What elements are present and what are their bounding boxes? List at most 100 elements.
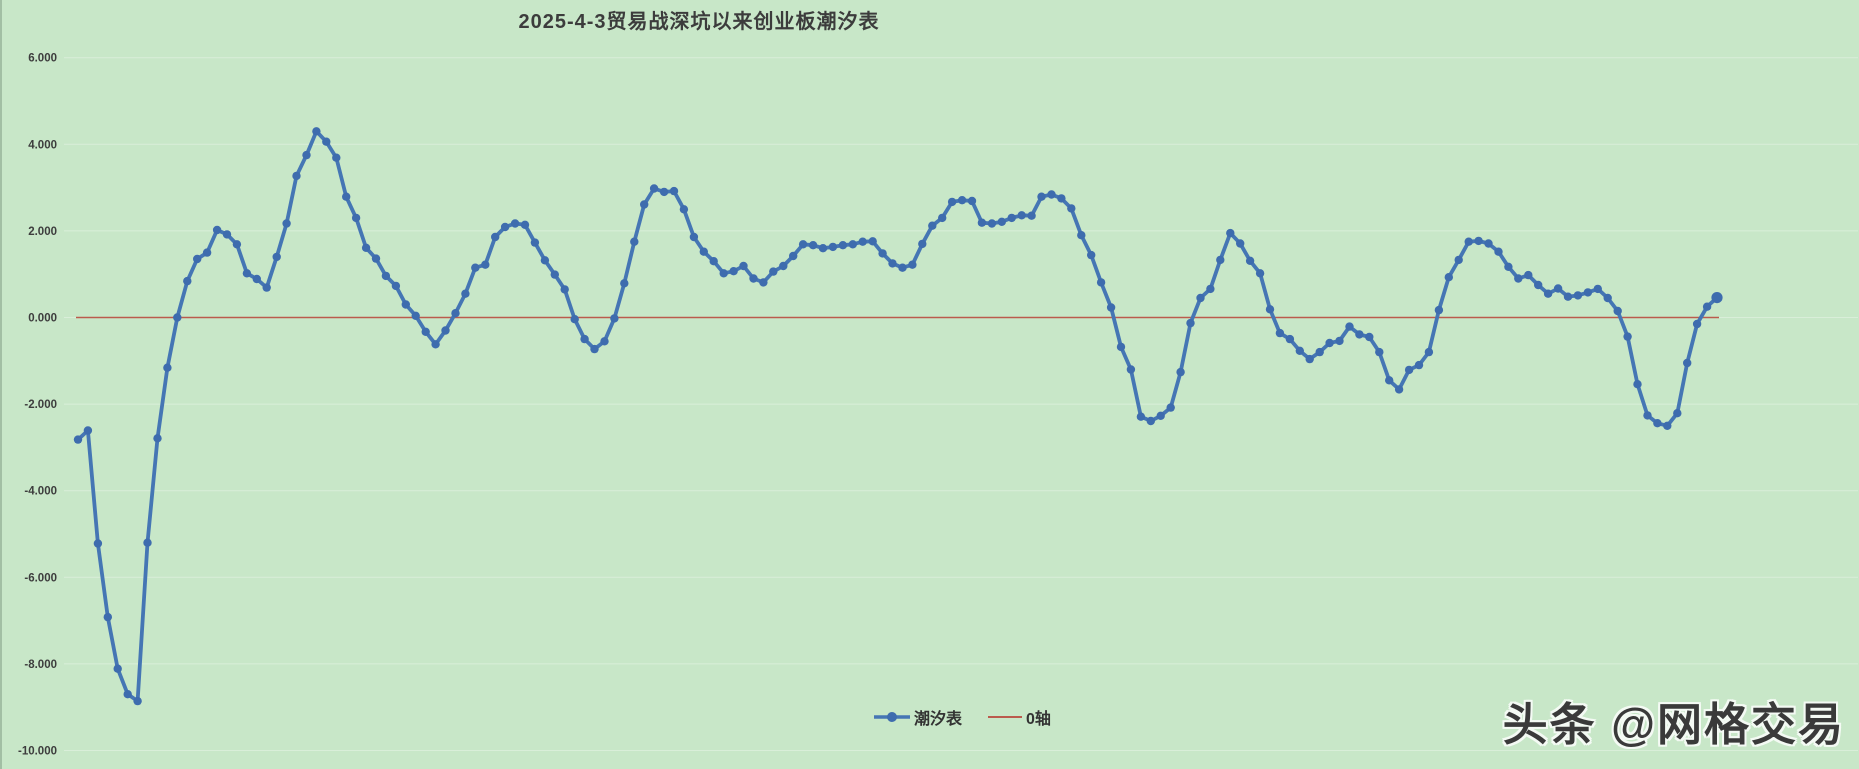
tide-marker xyxy=(222,230,232,239)
tide-marker xyxy=(669,186,679,196)
y-axis-tick-label: 4.000 xyxy=(28,139,57,151)
tide-marker xyxy=(520,220,530,229)
tide-marker xyxy=(828,242,838,252)
y-axis-tick-label: -2.000 xyxy=(24,399,57,411)
tide-marker xyxy=(967,196,977,206)
tide-marker xyxy=(1692,319,1702,329)
tide-marker xyxy=(371,254,381,263)
zero-axis-swatch-icon xyxy=(988,716,1023,718)
tide-marker xyxy=(888,259,897,268)
y-axis-tick-label: -10.000 xyxy=(18,746,57,758)
tide-marker xyxy=(1683,358,1692,368)
tide-marker xyxy=(153,434,162,443)
tide-marker xyxy=(491,232,500,242)
tide-marker xyxy=(1633,380,1642,389)
tide-marker xyxy=(1464,237,1473,246)
tide-marker xyxy=(1504,262,1513,271)
tide-marker xyxy=(351,213,361,223)
tide-marker xyxy=(1643,411,1652,420)
legend-item-zero-axis: 0轴 xyxy=(988,705,1051,729)
tide-marker xyxy=(709,257,718,266)
y-axis-tick-label: 0.000 xyxy=(28,313,57,325)
tide-marker xyxy=(1563,292,1573,301)
tide-marker xyxy=(401,300,410,309)
tide-marker xyxy=(361,243,371,252)
tide-marker xyxy=(183,276,192,286)
tide-marker xyxy=(918,239,927,249)
legend-item-tide: 潮汐表 xyxy=(874,705,962,729)
tide-marker xyxy=(83,426,93,435)
tide-marker xyxy=(1524,270,1533,280)
y-axis-tick-label: -8.000 xyxy=(24,659,57,671)
tide-marker xyxy=(739,261,748,271)
tide-marker xyxy=(1206,284,1215,294)
tide-marker xyxy=(252,274,261,284)
tide-marker xyxy=(848,240,857,249)
tide-marker xyxy=(1573,291,1583,300)
tide-line xyxy=(76,129,1719,703)
tide-marker xyxy=(540,256,550,265)
tide-marker xyxy=(242,269,252,278)
tide-marker xyxy=(1116,342,1126,352)
tide-marker xyxy=(550,270,559,279)
tide-marker xyxy=(202,248,212,257)
chart-title: 2025-4-3贸易战深坑以来创业板潮汐表 xyxy=(518,11,880,33)
tide-marker xyxy=(640,200,649,209)
tide-marker xyxy=(1146,416,1156,426)
tide-marker xyxy=(1414,360,1424,370)
tide-marker xyxy=(1514,274,1523,283)
tide-marker xyxy=(163,363,172,372)
tide-marker xyxy=(1275,328,1285,338)
tide-marker xyxy=(659,187,669,197)
tide-marker xyxy=(729,267,738,276)
tide-marker xyxy=(262,283,271,292)
tide-marker xyxy=(1394,385,1404,394)
tide-marker xyxy=(471,263,480,272)
tide-marker xyxy=(1305,354,1314,364)
tide-marker xyxy=(322,137,331,146)
tide-marker xyxy=(332,153,341,162)
tide-marker xyxy=(818,244,828,253)
tide-marker xyxy=(719,269,728,278)
tide-marker xyxy=(212,225,222,235)
tide-marker xyxy=(1404,365,1414,375)
tide-marker xyxy=(928,221,937,230)
tide-marker xyxy=(1186,318,1195,328)
tide-marker xyxy=(1325,338,1334,348)
tide-marker xyxy=(123,690,132,699)
tide-marker xyxy=(510,219,520,228)
tide-marker xyxy=(1196,293,1205,303)
tide-marker xyxy=(143,538,152,547)
tide-marker xyxy=(1494,247,1503,256)
tide-marker xyxy=(173,313,182,322)
y-axis-tick-label: 6.000 xyxy=(28,53,57,65)
tide-marker xyxy=(1583,288,1593,297)
legend: 潮汐表 0轴 xyxy=(874,705,1051,729)
tide-marker xyxy=(1454,255,1463,265)
y-axis-tick-label: 2.000 xyxy=(28,226,57,238)
tide-marker xyxy=(133,696,142,706)
tide-marker xyxy=(1285,334,1295,344)
tide-series-swatch-icon xyxy=(874,712,910,722)
tide-marker xyxy=(1245,256,1255,265)
tide-marker xyxy=(1711,292,1723,304)
tide-marker xyxy=(620,279,629,288)
tide-marker xyxy=(451,309,460,318)
tide-marker xyxy=(808,241,818,250)
tide-marker xyxy=(580,334,589,344)
tide-marker xyxy=(878,249,887,258)
tide-marker xyxy=(1653,419,1662,428)
tide-marker xyxy=(1226,228,1235,238)
tide-marker xyxy=(590,344,599,354)
tide-marker xyxy=(1106,303,1116,312)
tide-marker xyxy=(431,340,440,349)
legend-label-zero-axis: 0轴 xyxy=(1026,711,1051,728)
tide-marker xyxy=(1027,211,1036,220)
tide-marker xyxy=(292,171,301,181)
tide-marker xyxy=(1176,367,1185,377)
tide-marker xyxy=(1424,347,1434,357)
tide-marker xyxy=(1067,204,1076,213)
tide-marker xyxy=(957,196,967,205)
tide-marker xyxy=(1126,365,1136,374)
